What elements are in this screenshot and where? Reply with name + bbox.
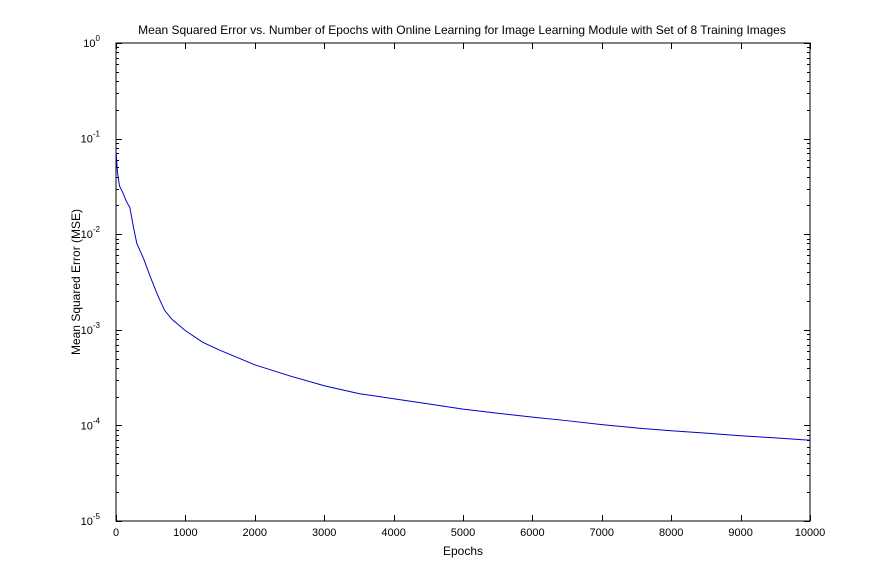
x-tick-label: 6000 <box>520 527 544 539</box>
x-tick-label: 10000 <box>795 527 826 539</box>
chart-title: Mean Squared Error vs. Number of Epochs … <box>138 23 786 37</box>
plot-area <box>115 42 811 522</box>
x-tick-label: 7000 <box>590 527 614 539</box>
x-tick-label: 3000 <box>312 527 336 539</box>
series-line-mse <box>115 150 811 441</box>
y-tick-label: 10-5 <box>81 512 101 528</box>
y-tick-label: 10-1 <box>81 130 101 146</box>
y-tick-label: 10-2 <box>81 225 101 241</box>
x-tick-labels: 0 1000 2000 3000 4000 5000 6000 7000 8000 9000 100… <box>113 527 825 539</box>
axis-ticks <box>116 43 811 522</box>
x-axis-label: Epochs <box>443 544 483 558</box>
y-tick-label: 10-3 <box>81 321 101 337</box>
x-tick-label: 4000 <box>381 527 405 539</box>
y-tick-labels: 10-5 10-4 10-3 10-2 10-1 100 <box>81 34 101 528</box>
x-tick-label: 1000 <box>173 527 197 539</box>
x-tick-label: 2000 <box>243 527 267 539</box>
x-tick-label: 8000 <box>659 527 683 539</box>
x-tick-label: 5000 <box>451 527 475 539</box>
y-axis-label: Mean Squared Error (MSE) <box>69 209 83 355</box>
y-tick-label: 100 <box>83 34 100 50</box>
y-tick-label: 10-4 <box>81 416 101 432</box>
x-tick-label: 0 <box>113 527 119 539</box>
x-tick-label: 9000 <box>728 527 752 539</box>
